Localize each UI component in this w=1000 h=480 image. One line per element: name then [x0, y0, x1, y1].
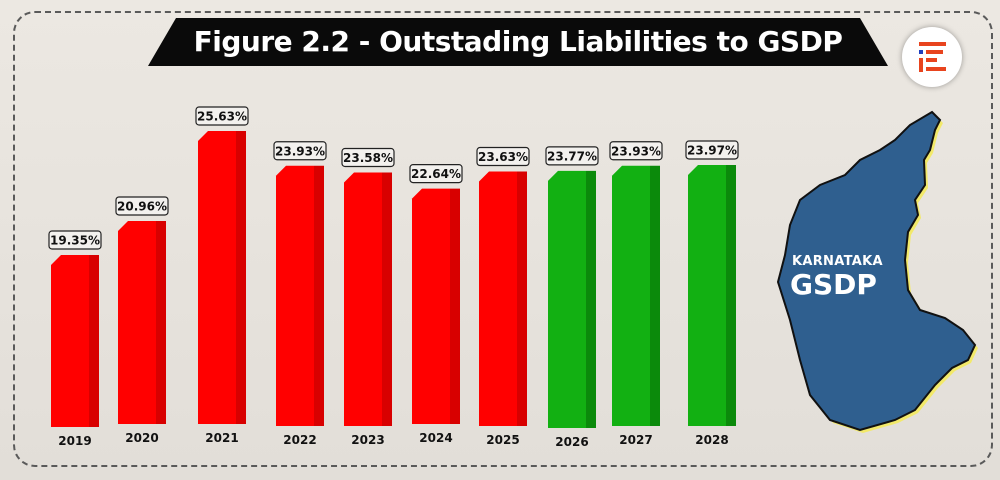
title-banner: Figure 2.2 - Outstading Liabilities to G… — [148, 18, 888, 66]
x-tick-label: 2023 — [351, 433, 384, 447]
value-label: 23.93% — [611, 144, 661, 158]
value-label: 23.77% — [547, 149, 597, 163]
bar-side — [517, 171, 527, 426]
bar-front — [198, 131, 236, 424]
x-tick-label: 2024 — [419, 431, 452, 445]
value-label: 23.93% — [275, 144, 325, 158]
value-label: 23.97% — [687, 143, 737, 157]
value-label: 22.64% — [411, 167, 461, 181]
value-label-box — [609, 141, 663, 161]
value-label-box — [273, 141, 327, 161]
x-tick-label: 2026 — [555, 435, 588, 449]
karnataka-map — [776, 110, 978, 433]
value-label-box — [476, 146, 530, 167]
bar-2024 — [412, 188, 460, 424]
value-label-box — [48, 230, 102, 250]
bar-2026 — [548, 170, 596, 428]
x-tick-label: 2028 — [695, 433, 728, 447]
bar-side — [586, 170, 596, 428]
bar-2023 — [344, 172, 392, 426]
value-label-box — [409, 164, 463, 184]
bar-front — [612, 165, 650, 427]
bar-side — [314, 165, 324, 427]
map-label-gsdp: GSDP — [790, 268, 877, 301]
bar-front — [118, 220, 156, 424]
bar-front — [548, 170, 586, 428]
x-tick-label: 2019 — [58, 434, 91, 448]
bar-2028 — [688, 164, 736, 426]
bar-front — [688, 164, 726, 426]
title-banner-shape — [148, 18, 888, 66]
bar-2025 — [479, 171, 527, 426]
x-tick-label: 2027 — [619, 433, 652, 447]
value-label: 20.96% — [117, 199, 167, 213]
bar-side — [450, 188, 460, 424]
bar-front — [479, 171, 517, 426]
map-shape — [776, 110, 977, 432]
bar-2022 — [276, 165, 324, 427]
bar-side — [236, 131, 246, 424]
x-tick-label: 2021 — [205, 431, 238, 445]
value-label: 23.63% — [478, 150, 528, 164]
value-label-box — [341, 147, 395, 168]
dashed-frame — [13, 11, 993, 467]
bar-2020 — [118, 220, 166, 424]
value-label: 25.63% — [197, 110, 247, 124]
bar-side — [650, 165, 660, 427]
bar-2027 — [612, 165, 660, 427]
map-label-karnataka: KARNATAKA — [792, 254, 883, 269]
chart-title: Figure 2.2 - Outstading Liabilities to G… — [193, 25, 843, 58]
value-label-box — [115, 196, 169, 216]
logo-glyph — [919, 42, 946, 72]
bar-front — [276, 165, 314, 427]
bar-front — [344, 172, 382, 426]
value-label-box — [545, 146, 599, 166]
bar-side — [156, 220, 166, 424]
bar-2019 — [51, 255, 99, 427]
bar-side — [382, 172, 392, 426]
bar-2021 — [198, 131, 246, 424]
bar-side — [726, 164, 736, 426]
bar-front — [412, 188, 450, 424]
value-label: 19.35% — [50, 234, 100, 248]
x-tick-label: 2020 — [125, 431, 158, 445]
ie-logo-icon — [902, 27, 962, 87]
value-label-box — [685, 140, 739, 160]
x-tick-label: 2022 — [283, 433, 316, 447]
x-tick-label: 2025 — [486, 433, 519, 447]
bar-side — [89, 255, 99, 427]
value-label: 23.58% — [343, 151, 393, 165]
bar-front — [51, 255, 89, 427]
value-label-box — [195, 106, 249, 126]
